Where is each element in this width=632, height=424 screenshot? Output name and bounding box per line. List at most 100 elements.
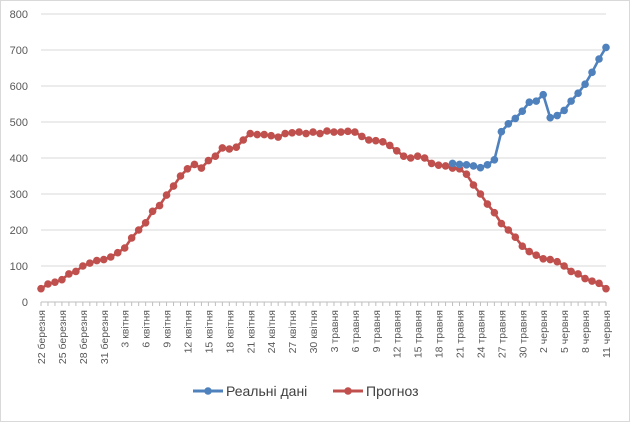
data-point-forecast[interactable]: [79, 262, 87, 270]
data-point-forecast[interactable]: [399, 152, 408, 160]
data-point-forecast[interactable]: [469, 181, 478, 189]
data-point-forecast[interactable]: [574, 270, 582, 278]
data-point-real[interactable]: [532, 97, 541, 105]
data-point-forecast[interactable]: [337, 128, 345, 136]
data-point-forecast[interactable]: [309, 128, 317, 136]
data-point-forecast[interactable]: [539, 254, 548, 263]
data-point-forecast[interactable]: [288, 129, 296, 137]
data-point-forecast[interactable]: [148, 207, 157, 216]
data-point-forecast[interactable]: [197, 164, 206, 172]
data-point-forecast[interactable]: [378, 138, 387, 146]
data-point-real[interactable]: [490, 156, 499, 164]
data-point-forecast[interactable]: [99, 255, 108, 264]
data-point-forecast[interactable]: [44, 280, 52, 288]
data-point-real[interactable]: [525, 98, 534, 106]
data-point-forecast[interactable]: [441, 162, 450, 170]
data-point-real[interactable]: [448, 159, 457, 168]
data-point-forecast[interactable]: [553, 257, 561, 266]
data-point-forecast[interactable]: [218, 144, 227, 152]
data-point-forecast[interactable]: [232, 143, 241, 151]
data-point-real[interactable]: [546, 113, 554, 122]
data-point-forecast[interactable]: [93, 256, 101, 265]
data-point-real[interactable]: [553, 111, 561, 120]
data-point-forecast[interactable]: [490, 208, 499, 217]
data-point-forecast[interactable]: [239, 136, 248, 144]
data-point-forecast[interactable]: [532, 251, 541, 259]
data-point-forecast[interactable]: [560, 262, 568, 270]
data-point-forecast[interactable]: [581, 274, 589, 283]
data-point-forecast[interactable]: [588, 277, 596, 285]
data-point-forecast[interactable]: [267, 131, 275, 140]
data-point-forecast[interactable]: [323, 127, 331, 135]
data-point-forecast[interactable]: [58, 275, 66, 284]
data-point-forecast[interactable]: [211, 152, 220, 160]
data-point-forecast[interactable]: [546, 255, 554, 264]
data-point-forecast[interactable]: [155, 201, 164, 210]
data-point-forecast[interactable]: [434, 161, 443, 169]
data-point-forecast[interactable]: [330, 128, 338, 136]
data-point-real[interactable]: [588, 68, 596, 77]
legend-item-forecast[interactable]: Прогноз: [333, 383, 419, 399]
data-point-forecast[interactable]: [253, 130, 262, 139]
data-point-forecast[interactable]: [483, 200, 492, 208]
data-point-forecast[interactable]: [392, 147, 401, 155]
data-point-real[interactable]: [518, 107, 527, 115]
data-point-forecast[interactable]: [37, 284, 45, 293]
data-point-real[interactable]: [504, 120, 513, 128]
data-point-forecast[interactable]: [406, 154, 415, 162]
data-point-real[interactable]: [469, 162, 478, 170]
data-point-forecast[interactable]: [246, 129, 255, 138]
data-point-forecast[interactable]: [127, 234, 136, 242]
data-point-forecast[interactable]: [260, 130, 269, 139]
data-point-forecast[interactable]: [511, 233, 520, 241]
data-point-forecast[interactable]: [385, 141, 394, 150]
data-point-real[interactable]: [595, 55, 603, 63]
data-point-forecast[interactable]: [420, 154, 429, 162]
data-point-real[interactable]: [567, 97, 575, 105]
data-point-forecast[interactable]: [113, 248, 122, 257]
data-point-forecast[interactable]: [281, 129, 289, 138]
data-point-forecast[interactable]: [190, 160, 199, 169]
data-point-forecast[interactable]: [176, 172, 185, 180]
data-point-forecast[interactable]: [274, 133, 282, 141]
data-point-real[interactable]: [476, 163, 485, 172]
data-point-forecast[interactable]: [169, 182, 178, 190]
data-point-forecast[interactable]: [525, 247, 534, 256]
data-point-forecast[interactable]: [65, 270, 73, 278]
data-point-forecast[interactable]: [106, 253, 115, 261]
data-point-real[interactable]: [602, 43, 610, 52]
data-point-forecast[interactable]: [120, 244, 129, 252]
data-point-forecast[interactable]: [595, 279, 603, 288]
data-point-forecast[interactable]: [51, 278, 59, 287]
data-point-forecast[interactable]: [567, 267, 575, 276]
data-point-forecast[interactable]: [295, 128, 303, 136]
data-point-real[interactable]: [560, 106, 568, 115]
data-point-forecast[interactable]: [518, 242, 527, 250]
data-point-forecast[interactable]: [427, 159, 436, 168]
legend-item-real[interactable]: Реальні дані: [193, 383, 307, 399]
data-point-forecast[interactable]: [204, 156, 213, 165]
data-point-real[interactable]: [581, 80, 589, 88]
data-point-forecast[interactable]: [183, 165, 192, 173]
data-point-real[interactable]: [462, 161, 471, 169]
data-point-forecast[interactable]: [358, 132, 366, 141]
data-point-forecast[interactable]: [344, 127, 352, 136]
data-point-forecast[interactable]: [497, 219, 506, 228]
data-point-forecast[interactable]: [316, 129, 324, 138]
data-point-real[interactable]: [483, 161, 492, 169]
data-point-forecast[interactable]: [365, 136, 373, 144]
data-point-forecast[interactable]: [302, 129, 310, 138]
data-point-forecast[interactable]: [86, 259, 94, 267]
data-point-forecast[interactable]: [462, 170, 471, 178]
data-point-real[interactable]: [539, 90, 548, 99]
data-point-real[interactable]: [455, 160, 464, 169]
data-point-forecast[interactable]: [134, 226, 143, 234]
data-point-forecast[interactable]: [162, 191, 171, 199]
data-point-forecast[interactable]: [72, 267, 80, 276]
data-point-forecast[interactable]: [602, 284, 610, 293]
data-point-forecast[interactable]: [351, 128, 359, 136]
data-point-real[interactable]: [511, 114, 520, 123]
data-point-real[interactable]: [497, 127, 506, 136]
data-point-forecast[interactable]: [372, 136, 380, 145]
data-point-forecast[interactable]: [225, 145, 234, 153]
